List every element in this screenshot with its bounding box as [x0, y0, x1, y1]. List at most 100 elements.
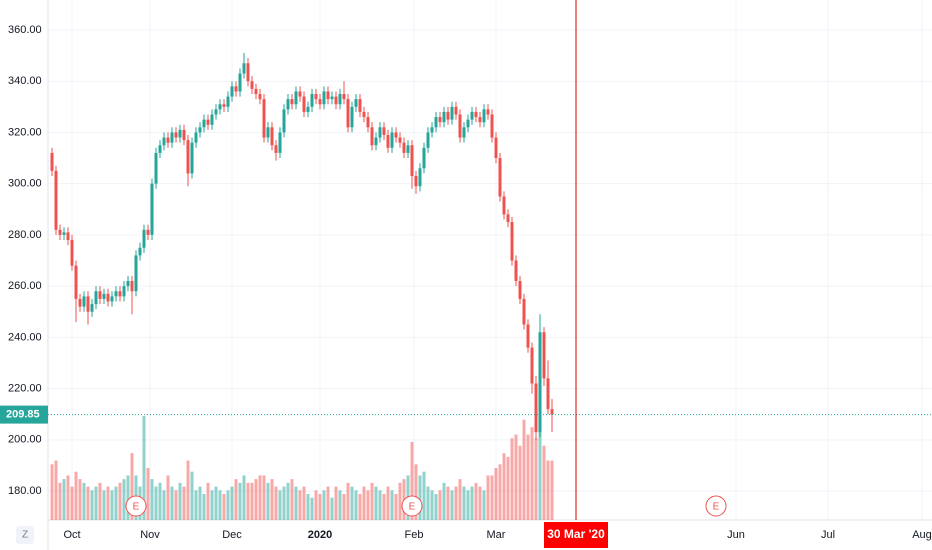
candle-body [122, 286, 126, 297]
candle-body [474, 111, 478, 118]
volume-bar [382, 494, 386, 520]
candle-body [490, 114, 494, 138]
candle-body [62, 232, 66, 235]
candle-body [90, 304, 94, 312]
candle-body [546, 378, 550, 410]
candle-body [290, 99, 294, 105]
volume-bar [182, 486, 186, 520]
candle-body [270, 127, 274, 146]
volume-bar [398, 482, 402, 520]
volume-bar [246, 482, 250, 520]
candle-body [274, 145, 278, 153]
candle-body [494, 137, 498, 159]
candle-body [314, 94, 318, 100]
candle-body [222, 104, 226, 107]
candle-body [470, 111, 474, 120]
volume-bar [526, 434, 530, 520]
x-tick-label: Dec [222, 529, 242, 541]
volume-bar [546, 460, 550, 520]
volume-bar [70, 486, 74, 520]
candle-body [430, 127, 434, 133]
candle-body [414, 175, 418, 187]
volume-bar [82, 482, 86, 520]
candle-body [166, 137, 170, 143]
candle-body [106, 293, 110, 302]
candle-body [170, 132, 174, 143]
candle-body [522, 298, 526, 325]
candle-body [338, 94, 342, 105]
volume-bar [86, 486, 90, 520]
candle-body [50, 152, 54, 171]
x-tick-label: Aug [912, 529, 932, 541]
volume-bar [334, 486, 338, 520]
candle-body [406, 145, 410, 153]
x-tick-label: Mar [487, 529, 506, 541]
volume-bar [550, 460, 554, 520]
zoom-button-label: Z [22, 530, 28, 541]
volume-bar [506, 456, 510, 520]
last-price-box [0, 405, 48, 424]
volume-bar [162, 490, 166, 520]
candle-body [146, 229, 150, 235]
candle-body [394, 132, 398, 138]
volume-bar [286, 482, 290, 520]
volume-bar [234, 479, 238, 520]
volume-bar [522, 419, 526, 520]
candle-body [58, 229, 62, 235]
volume-bar [390, 490, 394, 520]
crosshair-box [544, 522, 608, 548]
volume-bar [454, 486, 458, 520]
volume-bar [510, 438, 514, 520]
candle-body [262, 99, 266, 138]
candle-body [190, 142, 194, 174]
candle-body [226, 96, 230, 107]
volume-bar [282, 486, 286, 520]
volume-bar [94, 486, 98, 520]
y-tick-label: 240.00 [8, 331, 42, 343]
candle-body [178, 129, 182, 138]
candle-body [442, 111, 446, 123]
candle-body [538, 332, 542, 433]
candle-body [266, 127, 270, 138]
candle-body [366, 117, 370, 128]
candle-body [258, 94, 262, 100]
volume-bar [394, 494, 398, 520]
candle-body [302, 96, 306, 112]
volume-bar [146, 468, 150, 520]
volume-bar [218, 490, 222, 520]
x-tick-label: Jun [727, 529, 745, 541]
volume-bar [250, 482, 254, 520]
candle-body [446, 111, 450, 120]
volume-bar [458, 479, 462, 520]
volume-bar [494, 468, 498, 520]
candle-body [234, 86, 238, 92]
candle-body [298, 91, 302, 97]
candle-body [514, 260, 518, 282]
candle-body [238, 73, 242, 92]
volume-bar [290, 479, 294, 520]
y-tick-label: 340.00 [8, 75, 42, 87]
candle-body [402, 142, 406, 153]
candle-body [210, 114, 214, 125]
volume-bar [158, 482, 162, 520]
candle-body [370, 127, 374, 146]
candle-body [110, 296, 114, 302]
candle-body [374, 137, 378, 146]
candle-body [202, 119, 206, 128]
candle-body [462, 127, 466, 138]
volume-bar [322, 490, 326, 520]
volume-bar [482, 490, 486, 520]
candle-body [358, 99, 362, 112]
volume-bar [202, 494, 206, 520]
volume-bar [270, 479, 274, 520]
volume-bar [58, 482, 62, 520]
candle-body [326, 91, 330, 100]
volume-bar [74, 471, 78, 520]
volume-bar [226, 490, 230, 520]
zoom-button[interactable] [16, 526, 34, 544]
candle-body [82, 296, 86, 307]
candle-body [434, 117, 438, 128]
volume-bar [330, 497, 334, 520]
candle-body [278, 132, 282, 153]
candle-body [250, 81, 254, 89]
